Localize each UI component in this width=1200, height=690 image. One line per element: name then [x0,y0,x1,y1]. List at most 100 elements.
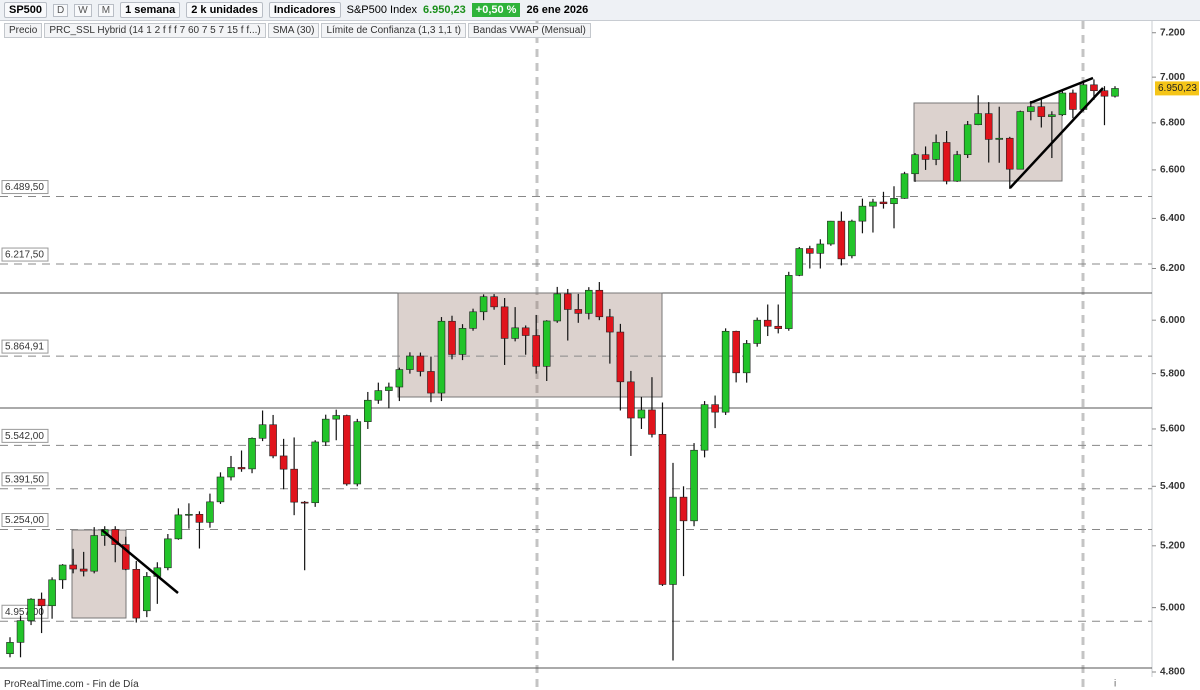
candle-body [837,220,846,260]
candle-body [248,437,256,470]
level-label-bg [1,180,49,195]
info-icon[interactable]: i [1114,679,1116,690]
trend-line [101,529,179,594]
candle-body [658,434,667,585]
level-label: 5.254,00 [5,515,44,526]
last-price-marker [1155,81,1199,96]
candle-body [963,124,972,156]
symbol-selector[interactable]: SP500 [4,2,48,18]
candle-body [364,399,372,422]
candle-body [1058,92,1067,116]
indicators-button[interactable]: Indicadores [268,2,341,18]
candle-body [237,467,246,470]
indicator-item[interactable]: Límite de Confianza (1,3 1,1 t) [321,23,466,38]
candle-body [858,205,867,222]
indicator-legend: Precio PRC_SSL Hybrid (14 1 2 f f f 7 60… [4,23,593,38]
candle-body [374,390,383,401]
candle-body [227,467,235,478]
instrument-date: 26 ene 2026 [526,4,589,16]
y-tick-label: 7.000 [1160,72,1185,83]
indicator-item[interactable]: Bandas VWAP (Mensual) [467,23,591,38]
candle-body [721,330,730,413]
candle-body [479,296,488,313]
candle-body [1048,114,1056,117]
candle-body [258,424,267,439]
candle-body [16,620,25,643]
candle-body [48,579,56,607]
candle-body [585,289,593,314]
candle-body [121,544,130,570]
candle-body [827,220,835,245]
marks: 7.200 7.000 6.800 6.600 6.400 6.200 6.000 5.800… [0,27,1199,678]
units-selector[interactable]: 2 k unidades [186,2,263,18]
candle-body [490,296,498,308]
indicator-item[interactable]: Precio [4,23,43,38]
toolbar: SP500 D W M 1 semana 2 k unidades Indica… [0,0,1200,21]
indicator-item[interactable]: PRC_SSL Hybrid (14 1 2 f f f 7 60 7 5 7 … [44,23,266,38]
y-tick-label: 5.000 [1160,602,1185,613]
candle-body [984,113,993,140]
candle-body [216,476,225,503]
period-button[interactable]: D [53,3,69,17]
candle-body [385,386,393,391]
candle-body [869,201,877,207]
candle-body [1111,88,1119,97]
y-tick-label: 4.800 [1160,667,1185,678]
level-label-bg [1,513,49,528]
candle-body [795,248,804,276]
level-label: 5.864,91 [5,342,44,353]
candle-body [311,441,319,504]
candle-body [595,289,604,318]
y-tick-label: 6.600 [1160,165,1185,176]
level-label-bg [1,428,49,443]
candle-body [500,306,509,339]
candle-body [942,142,951,182]
period-button[interactable]: M [97,3,115,17]
candle-body [616,331,625,383]
candle-body [1016,111,1025,170]
candle-body [27,598,35,621]
candle-body [437,320,446,394]
candle-body [763,319,772,327]
candle-body [342,415,351,485]
candle-body [279,455,288,470]
candle-body [332,415,341,420]
timeframe-selector[interactable]: 1 semana [120,2,181,18]
candle-body [6,642,14,655]
trend-line [1009,87,1104,189]
candle-body [469,311,477,329]
candle-body [521,327,530,336]
footer: ProRealTime.com - Fin de Día [4,679,139,690]
candle-body [563,293,572,310]
candle-body [679,496,688,522]
trend-line [1029,76,1094,105]
indicator-item[interactable]: SMA (30) [267,23,320,38]
candle-body [458,328,467,355]
instrument-change: +0,50 % [471,3,521,17]
candle-body [143,576,151,612]
candle-body [1100,90,1109,97]
candle-body [79,568,88,572]
level-label: 6.489,50 [5,182,44,193]
candle-body [732,330,740,374]
period-button[interactable]: W [74,3,92,17]
last-price-label: 6.950,23 [1158,83,1197,94]
candle-body [879,201,888,205]
candle-body [995,137,1004,140]
candle-body [69,564,77,570]
candle-body [321,418,330,443]
candle-body [164,538,172,569]
candle-body [648,409,656,435]
candle-body [1005,137,1014,170]
level-label: 4.957,00 [5,607,44,618]
y-tick-label: 7.200 [1160,27,1185,38]
candle-body [206,501,214,523]
candle-body [1037,106,1046,117]
candle-body [637,409,646,419]
candle-body [553,293,562,322]
candle-body [890,198,898,205]
candle-body [300,501,309,504]
candle-body [806,248,814,254]
